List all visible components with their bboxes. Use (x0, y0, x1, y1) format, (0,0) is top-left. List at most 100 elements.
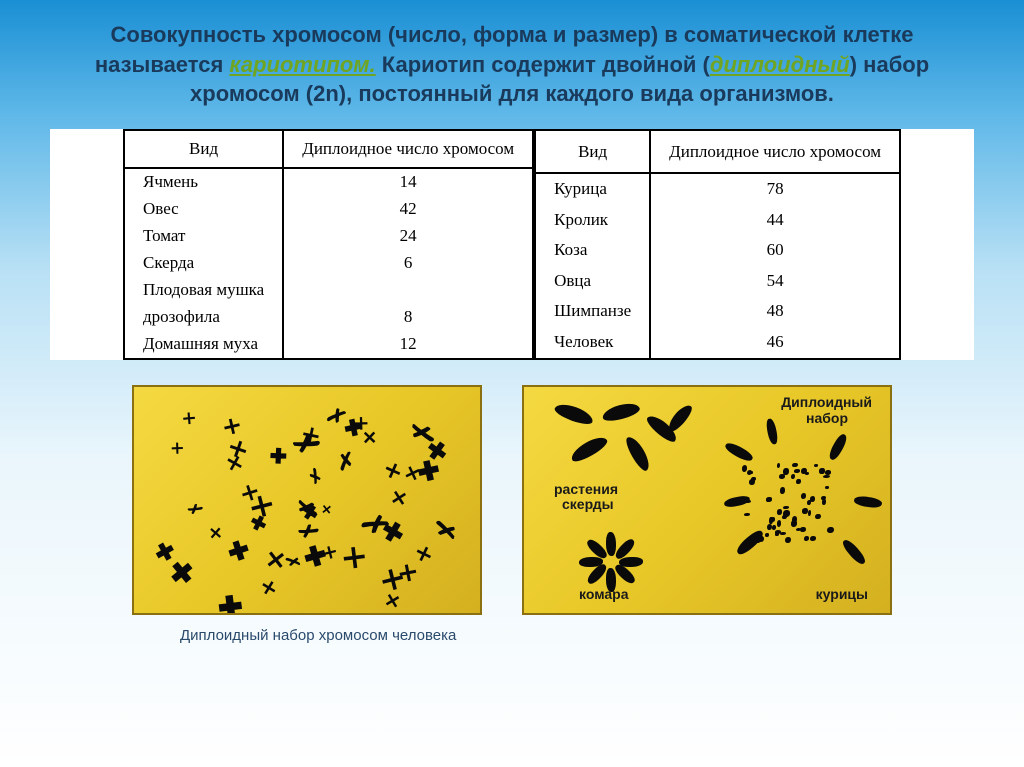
species-name: Домашняя муха (124, 331, 283, 359)
species-name: Шимпанзе (535, 296, 650, 327)
chromosome-dot (825, 486, 829, 489)
table-row: Шимпанзе48 (535, 296, 900, 327)
chromosome-dot (785, 537, 791, 543)
table-row: Домашняя муха12 (124, 331, 533, 359)
chromosome-blob (665, 402, 695, 434)
chromosome-count: 60 (650, 235, 900, 266)
species-name: Плодовая мушка (124, 277, 283, 304)
chromosome-blob (827, 432, 850, 461)
chromosome-blob (734, 528, 766, 557)
chromosome-glyph: ✗ (294, 497, 324, 518)
chromosome-count: 48 (650, 296, 900, 327)
chromosome-blob (568, 433, 610, 465)
chromosome-dot (794, 469, 800, 472)
chromosome-blob (579, 557, 603, 567)
chromosome-dot (770, 517, 775, 522)
chromosome-blob (606, 532, 616, 556)
chromosome-blob (853, 494, 882, 509)
chromosome-glyph: ✗ (428, 518, 461, 544)
chromosome-dot (783, 510, 790, 517)
image-three-karyotypes: Диплоидный набор растения скерды комара … (522, 385, 892, 615)
header-highlight-2: диплоидный (710, 52, 850, 77)
table-row: Томат24 (124, 223, 533, 250)
chromosome-glyph: ✕ (204, 526, 225, 541)
chromosome-dot (815, 514, 820, 520)
label-diploid-1: Диплоидный (781, 395, 872, 410)
tables-container: Вид Диплоидное число хромосом Ячмень14Ов… (50, 129, 974, 360)
table-row: Овца54 (535, 266, 900, 297)
chromosome-dot (766, 497, 772, 501)
chromosome-blob (601, 400, 641, 423)
species-name: Овца (535, 266, 650, 297)
table-right-col1: Вид (535, 130, 650, 173)
chromosome-count: 12 (283, 331, 533, 359)
table-left-col1: Вид (124, 130, 283, 168)
chromosome-blob (841, 537, 868, 566)
chromosome-count: 8 (283, 304, 533, 331)
chromosome-count: 46 (650, 327, 900, 359)
label-skerda-2: скерды (562, 497, 614, 512)
label-kuritsa: курицы (816, 587, 868, 602)
chromosome-count: 6 (283, 250, 533, 277)
species-name: Скерда (124, 250, 283, 277)
chromosome-dot (751, 477, 756, 481)
page-title: Совокупность хромосом (число, форма и ра… (50, 20, 974, 109)
table-row: Ячмень14 (124, 168, 533, 196)
chromosome-glyph: ✗ (184, 497, 208, 520)
chromosome-dot (779, 474, 785, 479)
chromosome-blob (553, 400, 595, 427)
species-name: дрозофила (124, 304, 283, 331)
species-name: Курица (535, 173, 650, 205)
chromosome-count: 54 (650, 266, 900, 297)
table-right: Вид Диплоидное число хромосом Курица78Кр… (534, 129, 901, 360)
chromosome-blob (623, 433, 653, 472)
table-left-col2: Диплоидное число хромосом (283, 130, 533, 168)
chromosome-glyph: × (178, 405, 202, 430)
chromosome-glyph: × (165, 437, 188, 460)
table-row: Человек46 (535, 327, 900, 359)
chromosome-dot (823, 475, 830, 478)
chromosome-count: 78 (650, 173, 900, 205)
chromosome-dot (796, 479, 800, 484)
species-name: Овес (124, 196, 283, 223)
chromosome-dot (775, 530, 782, 534)
chromosome-dot (801, 493, 806, 499)
chromosome-count: 44 (650, 205, 900, 236)
chromosome-glyph: × (413, 539, 436, 570)
chromosome-dot (772, 525, 776, 530)
chromosome-count: 14 (283, 168, 533, 196)
chromosome-dot (810, 496, 816, 502)
chromosome-dot (810, 536, 816, 541)
chromosome-dot (747, 470, 753, 476)
header-part2: Кариотип содержит двойной ( (376, 52, 710, 77)
chromosome-dot (791, 474, 795, 479)
chromosome-glyph: ✕ (264, 543, 288, 574)
chromosome-glyph: ✖ (168, 553, 195, 589)
chromosome-count: 24 (283, 223, 533, 250)
table-row: Коза60 (535, 235, 900, 266)
chromosome-glyph: ✖ (425, 434, 449, 466)
chromosome-dot (780, 487, 785, 494)
species-name: Коза (535, 235, 650, 266)
chromosome-count: 42 (283, 196, 533, 223)
chromosome-dot (765, 533, 769, 537)
species-name: Ячмень (124, 168, 283, 196)
species-name: Кролик (535, 205, 650, 236)
chromosome-dot (804, 536, 809, 541)
table-row: Скерда6 (124, 250, 533, 277)
table-row: Курица78 (535, 173, 900, 205)
chromosome-glyph: ✖ (219, 534, 255, 566)
chromosome-dot (825, 470, 831, 475)
caption-human-karyotype: Диплоидный набор хромосом человека (180, 627, 974, 644)
species-name: Томат (124, 223, 283, 250)
chromosome-dot (777, 520, 781, 527)
table-left: Вид Диплоидное число хромосом Ячмень14Ов… (123, 129, 534, 360)
table-row: Овес42 (124, 196, 533, 223)
label-skerda-1: растения (554, 482, 618, 497)
chromosome-count (283, 277, 533, 304)
chromosome-dot (802, 508, 808, 514)
chromosome-dot (805, 472, 810, 475)
chromosome-dot (814, 464, 818, 467)
chromosome-dot (783, 506, 788, 509)
chromosome-dot (808, 510, 811, 516)
